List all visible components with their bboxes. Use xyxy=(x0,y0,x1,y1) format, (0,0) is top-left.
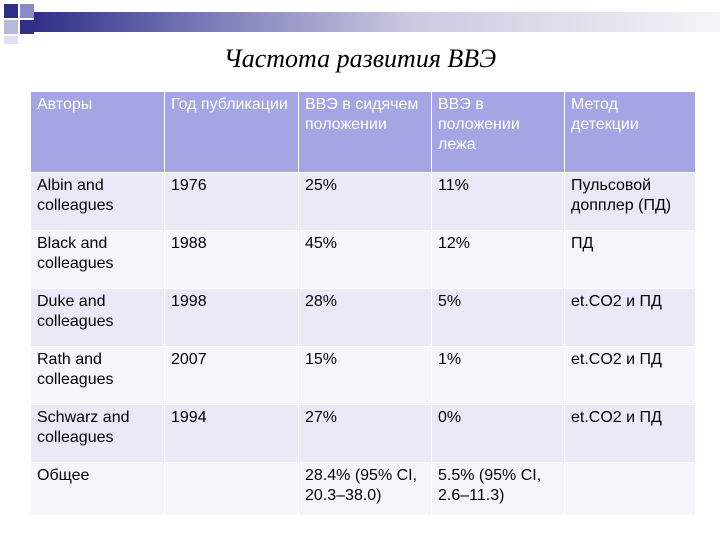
cell-authors: Duke and colleagues xyxy=(30,288,165,347)
cell-year: 2007 xyxy=(164,346,299,405)
cell-authors: Rath and colleagues xyxy=(30,346,165,405)
cell-supine: 5% xyxy=(431,288,565,347)
cell-year: 1994 xyxy=(164,404,299,463)
cell-sitting: 28% xyxy=(298,288,432,347)
header-cell-sitting: ВВЭ в сидячем положении xyxy=(298,91,432,173)
cell-supine: 11% xyxy=(431,172,565,231)
header-row: Авторы Год публикации ВВЭ в сидячем поло… xyxy=(30,91,696,173)
cell-year: 1988 xyxy=(164,230,299,289)
cell-method: ПД xyxy=(564,230,696,289)
deco-square xyxy=(4,4,18,18)
cell-supine: 12% xyxy=(431,230,565,289)
table-row: Albin and colleagues 1976 25% 11% Пульсо… xyxy=(30,172,696,231)
cell-method: et.CO2 и ПД xyxy=(564,288,696,347)
cell-sitting: 45% xyxy=(298,230,432,289)
cell-method: Пульсовой допплер (ПД) xyxy=(564,172,696,231)
decorative-gradient-band xyxy=(34,12,720,32)
deco-square xyxy=(20,4,34,18)
deco-square xyxy=(20,20,34,34)
table-row: Black and colleagues 1988 45% 12% ПД xyxy=(30,230,696,289)
deco-square xyxy=(4,20,18,34)
table-row: Rath and colleagues 2007 15% 1% et.CO2 и… xyxy=(30,346,696,405)
cell-authors: Общее xyxy=(30,462,165,516)
cell-sitting: 28.4% (95% CI, 20.3–38.0) xyxy=(298,462,432,516)
cell-sitting: 25% xyxy=(298,172,432,231)
cell-method xyxy=(564,462,696,516)
header-cell-method: Метод детекции xyxy=(564,91,696,173)
header-cell-supine: ВВЭ в положении лежа xyxy=(431,91,565,173)
cell-year xyxy=(164,462,299,516)
cell-authors: Schwarz and colleagues xyxy=(30,404,165,463)
cell-year: 1998 xyxy=(164,288,299,347)
slide-title: Частота развития ВВЭ xyxy=(223,44,497,73)
cell-supine: 0% xyxy=(431,404,565,463)
table-row: Duke and colleagues 1998 28% 5% et.CO2 и… xyxy=(30,288,696,347)
cell-authors: Black and colleagues xyxy=(30,230,165,289)
cell-authors: Albin and colleagues xyxy=(30,172,165,231)
cell-year: 1976 xyxy=(164,172,299,231)
data-table: Авторы Год публикации ВВЭ в сидячем поло… xyxy=(30,91,696,516)
header-cell-authors: Авторы xyxy=(30,91,165,173)
cell-method: et.CO2 и ПД xyxy=(564,404,696,463)
cell-sitting: 15% xyxy=(298,346,432,405)
cell-supine: 5.5% (95% CI, 2.6–11.3) xyxy=(431,462,565,516)
deco-square xyxy=(4,36,18,44)
cell-supine: 1% xyxy=(431,346,565,405)
header-cell-year: Год публикации xyxy=(164,91,299,173)
cell-method: et.CO2 и ПД xyxy=(564,346,696,405)
table-row: Schwarz and colleagues 1994 27% 0% et.CO… xyxy=(30,404,696,463)
cell-sitting: 27% xyxy=(298,404,432,463)
table-row-total: Общее 28.4% (95% CI, 20.3–38.0) 5.5% (95… xyxy=(30,462,696,516)
